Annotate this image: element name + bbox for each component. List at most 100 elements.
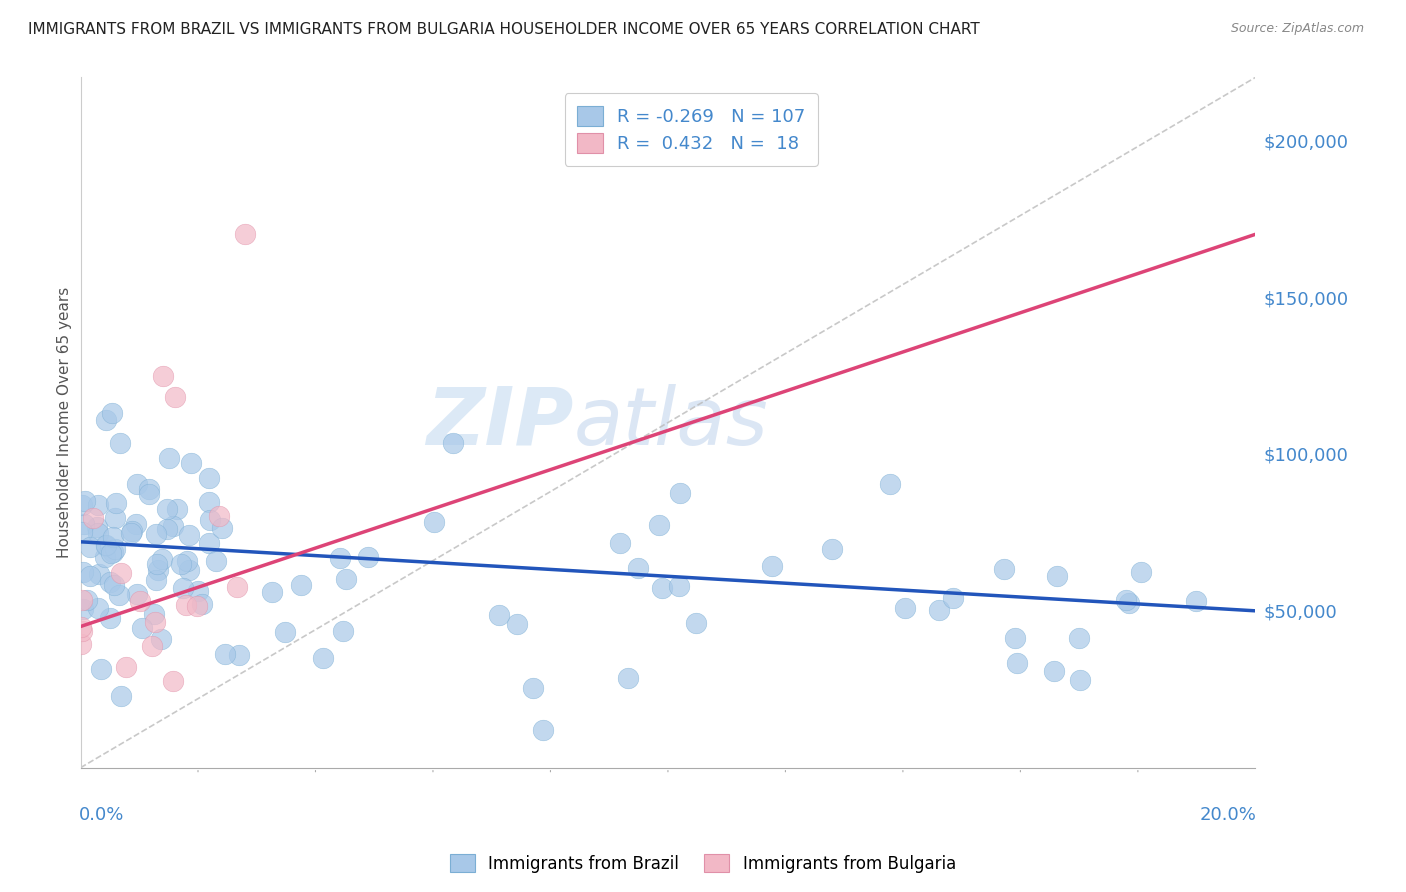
Point	[79, 568, 101, 582]
Point	[685, 615, 707, 630]
Legend: Immigrants from Brazil, Immigrants from Bulgaria: Immigrants from Brazil, Immigrants from …	[443, 847, 963, 880]
Point	[86, 499, 108, 513]
Point	[72, 524, 94, 539]
Point	[107, 588, 129, 602]
Point	[110, 689, 132, 703]
Point	[668, 579, 690, 593]
Point	[72, 565, 94, 579]
Point	[90, 662, 112, 676]
Point	[87, 525, 110, 540]
Point	[627, 561, 650, 575]
Point	[198, 495, 221, 509]
Point	[131, 622, 153, 636]
Point	[125, 477, 148, 491]
Point	[274, 625, 297, 640]
Point	[159, 450, 181, 465]
Point	[928, 603, 950, 617]
Point	[648, 518, 671, 533]
Point	[162, 518, 184, 533]
Point	[120, 526, 142, 541]
Point	[87, 566, 110, 581]
Point	[70, 498, 93, 512]
Point	[138, 487, 160, 501]
Text: ZIP: ZIP	[426, 384, 574, 461]
Point	[145, 526, 167, 541]
Point	[73, 494, 96, 508]
Point	[103, 578, 125, 592]
Point	[1005, 656, 1028, 670]
Point	[125, 587, 148, 601]
Point	[156, 502, 179, 516]
Point	[94, 549, 117, 564]
Point	[1129, 566, 1152, 580]
Point	[72, 602, 94, 616]
Point	[205, 554, 228, 568]
Point	[228, 648, 250, 662]
Point	[100, 546, 122, 560]
Point	[942, 591, 965, 605]
Point	[73, 516, 96, 531]
Point	[1184, 593, 1206, 607]
Point	[609, 536, 631, 550]
Point	[211, 521, 233, 535]
Point	[104, 510, 127, 524]
Point	[335, 572, 357, 586]
Point	[145, 573, 167, 587]
Point	[1046, 568, 1069, 582]
Text: atlas: atlas	[574, 384, 769, 461]
Point	[86, 520, 108, 534]
Point	[1004, 631, 1026, 645]
Point	[166, 502, 188, 516]
Point	[156, 522, 179, 536]
Point	[94, 538, 117, 552]
Point	[98, 575, 121, 590]
Point	[290, 578, 312, 592]
Point	[357, 549, 380, 564]
Point	[177, 563, 200, 577]
Point	[177, 528, 200, 542]
Point	[98, 611, 121, 625]
Point	[172, 581, 194, 595]
Point	[208, 508, 231, 523]
Point	[105, 495, 128, 509]
Point	[138, 482, 160, 496]
Point	[617, 671, 640, 685]
Point	[522, 681, 544, 695]
Point	[72, 624, 94, 638]
Point	[96, 412, 118, 426]
Legend: R = -0.269   N = 107, R =  0.432   N =  18: R = -0.269 N = 107, R = 0.432 N = 18	[565, 94, 818, 166]
Point	[198, 536, 221, 550]
Point	[129, 594, 152, 608]
Point	[488, 607, 510, 622]
Point	[191, 597, 214, 611]
Text: 20.0%: 20.0%	[1199, 805, 1257, 823]
Point	[531, 723, 554, 737]
Point	[180, 456, 202, 470]
Text: Source: ZipAtlas.com: Source: ZipAtlas.com	[1230, 22, 1364, 36]
Point	[893, 601, 915, 615]
Point	[214, 647, 236, 661]
Point	[87, 601, 110, 615]
Point	[70, 638, 93, 652]
Point	[100, 406, 122, 420]
Point	[329, 550, 352, 565]
Point	[1069, 673, 1091, 687]
Point	[103, 544, 125, 558]
Point	[108, 435, 131, 450]
Point	[152, 368, 174, 383]
Point	[260, 585, 283, 599]
Point	[69, 620, 91, 634]
Point	[668, 486, 690, 500]
Point	[142, 607, 165, 621]
Point	[174, 598, 197, 612]
Point	[101, 529, 124, 543]
Point	[125, 516, 148, 531]
Point	[141, 639, 163, 653]
Point	[1115, 592, 1137, 607]
Text: 0.0%: 0.0%	[79, 805, 125, 823]
Point	[143, 615, 166, 630]
Point	[200, 513, 222, 527]
Point	[79, 540, 101, 554]
Point	[505, 617, 527, 632]
Point	[1067, 631, 1090, 645]
